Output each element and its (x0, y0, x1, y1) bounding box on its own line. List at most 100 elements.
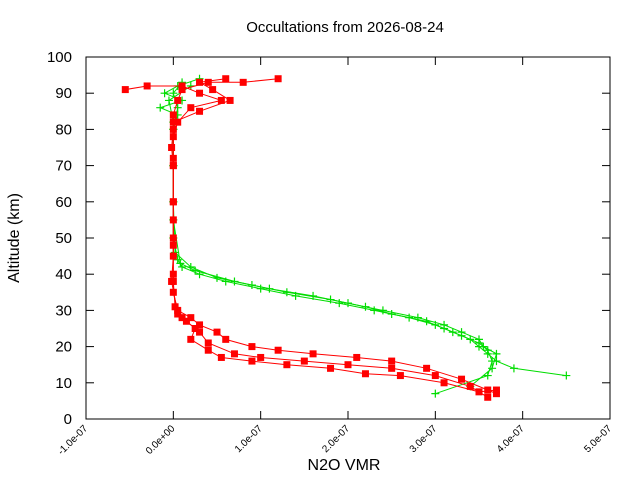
data-point (440, 320, 449, 329)
data-point (509, 364, 518, 373)
data-point (484, 386, 492, 394)
data-point (274, 346, 282, 354)
data-point (168, 144, 176, 151)
data-point (230, 277, 239, 286)
y-tick-label: 20 (55, 339, 72, 356)
data-point (361, 370, 369, 378)
data-point (248, 343, 256, 351)
data-point (488, 364, 497, 373)
profile-line (168, 85, 498, 387)
data-point (431, 389, 440, 398)
profile-line (171, 78, 497, 395)
data-point (423, 364, 431, 372)
data-point (174, 310, 182, 318)
data-point (204, 78, 212, 86)
data-point (204, 346, 212, 354)
data-point (431, 372, 439, 380)
data-point (169, 277, 177, 285)
x-axis-label: N2O VMR (308, 457, 381, 474)
data-point (156, 103, 165, 112)
profile-line (158, 78, 567, 377)
data-point (466, 382, 474, 390)
data-point (164, 96, 173, 105)
data-point (187, 104, 195, 112)
y-tick-label: 70 (55, 158, 72, 175)
data-point (169, 198, 177, 206)
data-point (440, 379, 448, 387)
data-point (257, 353, 265, 361)
data-point (222, 335, 230, 343)
series-layer (121, 74, 571, 401)
data-point (204, 339, 212, 347)
data-point (562, 371, 571, 380)
data-point (160, 89, 169, 98)
data-point (209, 86, 217, 94)
data-point (169, 118, 177, 126)
x-tick-label: 5.0e-07 (582, 423, 614, 455)
y-tick-label: 40 (55, 266, 72, 283)
data-point (187, 335, 195, 343)
data-point (226, 96, 234, 104)
data-point (169, 154, 177, 162)
data-point (217, 96, 225, 104)
data-point (265, 284, 274, 293)
axis-ticks: 0 10 20 30 40 50 60 70 80 90 100 -1.0e-07 0.0e+00 1.0… (47, 49, 614, 457)
data-point (283, 361, 291, 369)
series (156, 74, 571, 398)
data-point (239, 78, 247, 86)
profile-line (172, 78, 497, 393)
data-point (196, 328, 204, 336)
data-point (300, 357, 308, 365)
data-point (178, 86, 186, 94)
data-point (274, 75, 282, 83)
series (121, 75, 500, 401)
data-point (335, 299, 344, 308)
data-point (396, 372, 404, 380)
data-point (479, 342, 488, 351)
data-point (121, 86, 129, 94)
data-point (222, 75, 230, 83)
data-point (176, 259, 185, 268)
x-tick-label: 0.0e+00 (144, 423, 178, 457)
data-point (178, 314, 186, 322)
y-tick-label: 80 (55, 121, 72, 138)
data-point (387, 310, 396, 319)
data-point (196, 107, 204, 115)
data-point (196, 89, 204, 97)
data-point (378, 306, 387, 315)
x-tick-label: 2.0e-07 (320, 423, 352, 455)
data-point (475, 335, 483, 344)
data-point (353, 353, 361, 361)
data-point (143, 82, 151, 90)
data-point (413, 313, 422, 322)
data-point (174, 96, 182, 104)
data-point (484, 393, 492, 401)
data-point (475, 388, 483, 396)
data-point (187, 314, 195, 322)
data-point (327, 364, 335, 372)
x-tick-label: 4.0e-07 (495, 423, 527, 455)
y-tick-label: 90 (55, 85, 72, 102)
data-point (169, 241, 177, 249)
data-point (191, 325, 199, 332)
data-point (217, 353, 225, 361)
x-tick-label: 3.0e-07 (408, 423, 440, 455)
data-point (196, 78, 204, 86)
data-point (191, 266, 200, 275)
data-point (174, 118, 182, 126)
data-point (230, 350, 238, 358)
profile-line (172, 81, 493, 395)
y-tick-label: 50 (55, 230, 72, 247)
y-axis-label: Altitude (km) (6, 193, 23, 283)
y-tick-label: 10 (55, 375, 72, 392)
data-point (248, 357, 256, 365)
data-point (492, 386, 500, 394)
data-point (178, 82, 186, 90)
x-tick-label: 1.0e-07 (233, 423, 265, 455)
data-point (458, 375, 466, 383)
data-point (492, 349, 501, 358)
data-point (344, 299, 352, 308)
data-point (213, 328, 221, 336)
y-tick-label: 30 (55, 302, 72, 319)
